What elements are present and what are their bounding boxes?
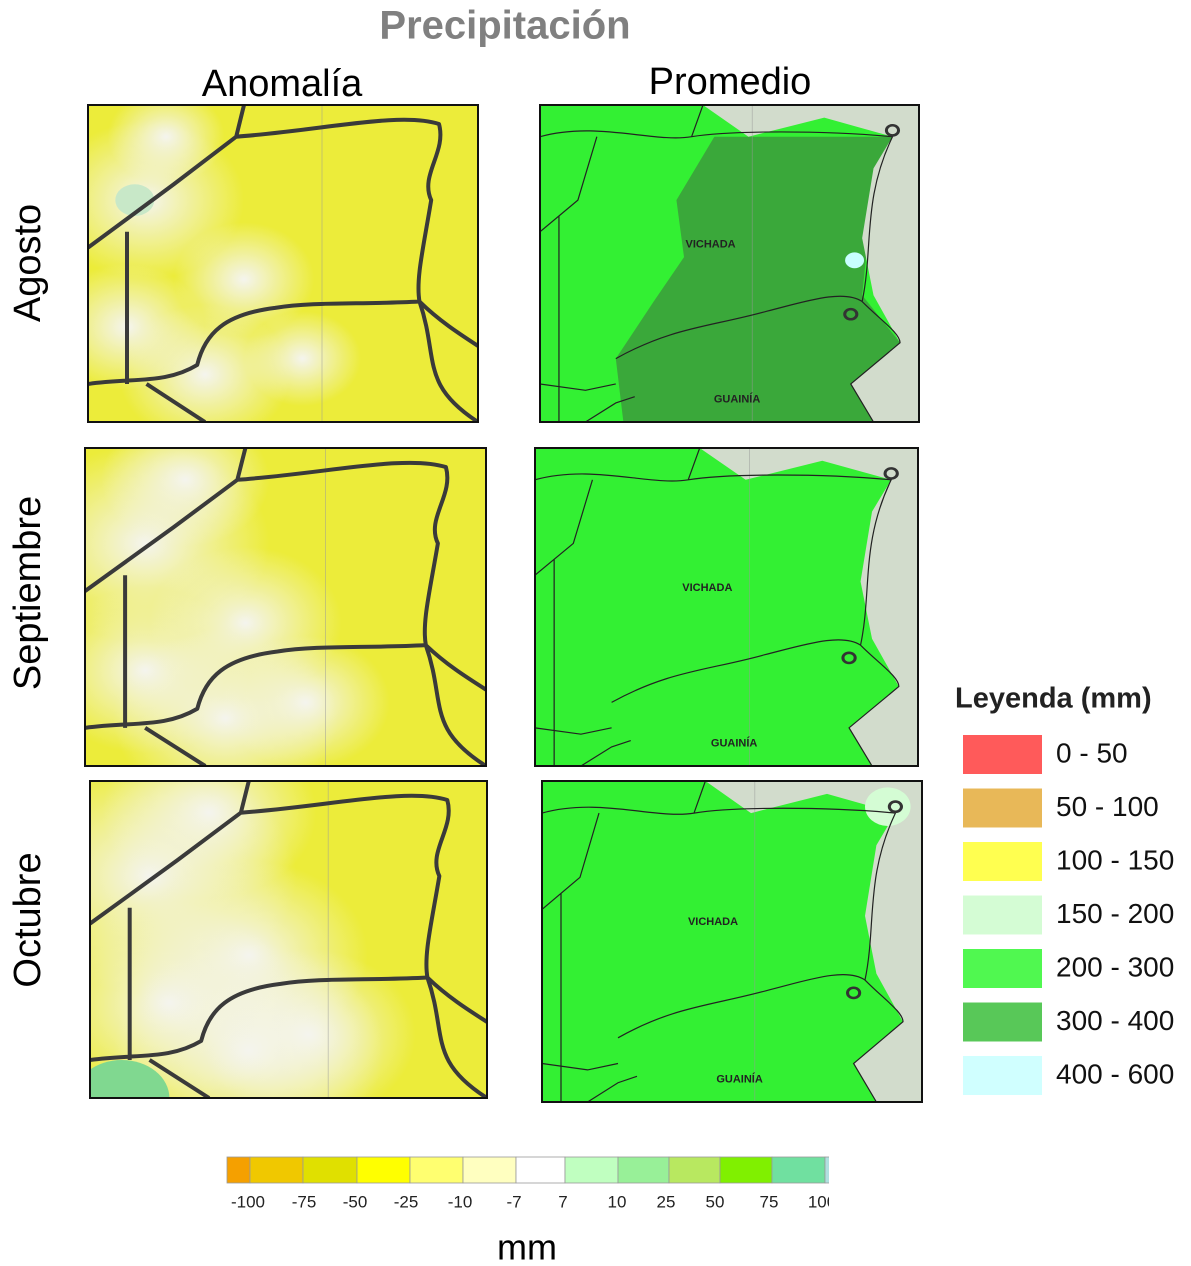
wet-region [615, 136, 901, 422]
map-panel [542, 781, 922, 1102]
panel-frame [534, 447, 919, 767]
map-label: GUAINÍA [714, 393, 761, 406]
light-area [221, 635, 390, 766]
legend-label: 300 - 400 [1056, 1005, 1174, 1036]
colorbar-segment [302, 1156, 358, 1184]
map-panel [90, 781, 487, 1098]
colorbar-tick-label: 25 [657, 1192, 676, 1211]
light-area [201, 949, 416, 1098]
colorbar-tick-label: -100 [231, 1192, 265, 1211]
colorbar-tick-label: 7 [558, 1192, 567, 1211]
colorbar: -100 -75 -50 -25 -10 -7 7 10 25 50 75 100 [226, 1156, 836, 1211]
legend-label: 400 - 600 [1056, 1058, 1174, 1089]
colorbar-tick-label: -25 [394, 1192, 419, 1211]
colorbar-segment [462, 1156, 517, 1184]
colorbar-segment [617, 1156, 670, 1184]
map-label: VICHADA [682, 582, 732, 594]
city-marker [883, 467, 899, 480]
map-panel [540, 105, 919, 422]
colorbar-segment [668, 1156, 721, 1184]
map-content [542, 781, 922, 1102]
panel-frame [87, 104, 479, 423]
city-marker [887, 800, 904, 814]
map-background [542, 781, 922, 1102]
legend-swatch [963, 1056, 1042, 1095]
legend-label: 150 - 200 [1056, 898, 1174, 929]
neighbor-region [699, 448, 918, 766]
wet-spot [90, 1059, 170, 1098]
column-header: Anomalía [202, 63, 363, 105]
map-label: VICHADA [685, 238, 735, 250]
colorbar-tick-label: -7 [506, 1192, 521, 1211]
colorbar-segment [719, 1156, 773, 1184]
light-area [107, 105, 225, 185]
colorbar-segment [409, 1156, 464, 1184]
legend-swatch [963, 895, 1042, 935]
colorbar-tick-label: -50 [343, 1192, 368, 1211]
wet-spot [845, 252, 865, 269]
map-content [90, 781, 487, 1098]
column-header: Promedio [649, 61, 812, 103]
colorbar-segment [515, 1156, 566, 1184]
city-marker [843, 307, 859, 321]
map-panel [535, 448, 918, 766]
boundary [88, 105, 478, 422]
map-content [88, 105, 478, 422]
map-label: GUAINÍA [711, 737, 758, 750]
colorbar-tick-label: -75 [292, 1192, 317, 1211]
title: Precipitación [379, 4, 630, 48]
colorbar-tick-label: 100 [808, 1192, 836, 1211]
colorbar-segment [771, 1156, 826, 1184]
panel-frame [541, 780, 923, 1103]
boundary [85, 448, 486, 766]
light-area [101, 448, 270, 547]
legend-label: 200 - 300 [1056, 951, 1174, 982]
map-content [535, 448, 918, 766]
colorbar-unit: mm [497, 1227, 557, 1266]
legend-label: 0 - 50 [1056, 737, 1128, 768]
colorbar-tick-label: -10 [448, 1192, 473, 1211]
legend-swatch [963, 1002, 1042, 1042]
row-label: Septiembre [7, 496, 49, 690]
boundary [540, 105, 900, 422]
map-label: GUAINÍA [716, 1072, 763, 1085]
neighbor-region [702, 105, 919, 422]
row-label: Agosto [7, 204, 49, 322]
map-label: VICHADA [688, 916, 738, 928]
panel-frame [89, 780, 488, 1099]
legend-label: 100 - 150 [1056, 844, 1174, 875]
light-area [244, 311, 361, 407]
legend-title: Leyenda (mm) [955, 683, 1152, 715]
colorbar-tick-label: 10 [608, 1192, 627, 1211]
colorbar-segment [226, 1156, 251, 1184]
legend-swatch [963, 842, 1042, 881]
city-marker [846, 986, 862, 1000]
legend-swatch [963, 735, 1042, 774]
maps: VICHADA GUAINÍA VICHADA GUAINÍA VICHADA GUAIN… [84, 104, 923, 1103]
map-panel [88, 105, 478, 422]
colorbar-segment [356, 1156, 411, 1184]
legend: 0 - 50 50 - 100 100 - 150 150 - 200 200 - 30… [963, 735, 1174, 1095]
boundary [90, 781, 487, 1098]
map-content [540, 105, 919, 422]
colorbar-tick-label: 75 [760, 1192, 779, 1211]
colorbar-segment [824, 1156, 829, 1184]
colorbar-segment [564, 1156, 619, 1184]
boundary [542, 781, 903, 1102]
map-content [85, 448, 486, 766]
legend-label: 50 - 100 [1056, 791, 1159, 822]
map-background [535, 448, 918, 766]
map-panel [85, 448, 486, 766]
legend-swatch [963, 788, 1042, 828]
city-marker [884, 124, 901, 137]
panel-frame [539, 104, 920, 423]
legend-swatch [963, 949, 1042, 988]
boundary [535, 448, 899, 766]
panel-frame [84, 447, 487, 767]
city-marker [841, 651, 857, 665]
colorbar-tick-label: 50 [706, 1192, 725, 1211]
row-label: Octubre [7, 852, 49, 987]
colorbar-segment [249, 1156, 304, 1184]
